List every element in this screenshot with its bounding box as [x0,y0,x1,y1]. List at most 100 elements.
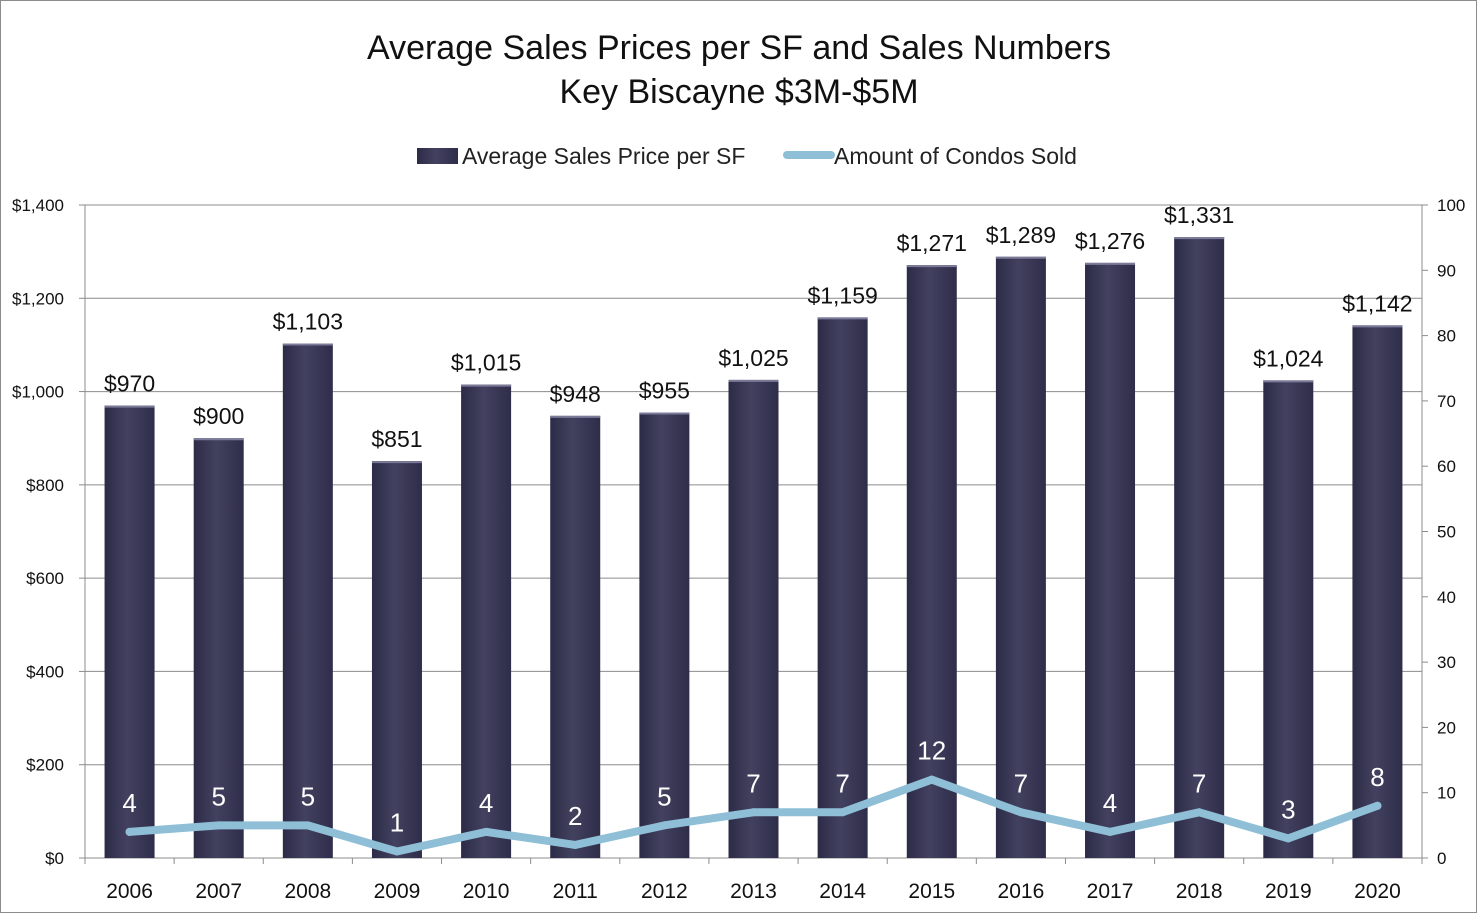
x-tick-label: 2012 [641,880,688,903]
y-left-tick-label: $1,400 [12,196,64,215]
chart-title-line-2: Key Biscayne $3M-$5M [559,73,918,111]
x-tick-label: 2011 [553,880,598,903]
condos-sold-label: 7 [746,768,760,798]
legend-label-bar: Average Sales Price per SF [462,143,745,169]
condos-sold-label: 4 [479,788,493,818]
y-left-tick-label: $1,000 [12,383,64,402]
y-left-tick-label: $800 [26,476,64,495]
chart-title: Average Sales Prices per SF and Sales Nu… [367,29,1111,111]
condos-sold-point [571,840,580,849]
x-tick-label: 2015 [908,880,955,903]
condos-sold-point [1284,834,1293,843]
bar-data-label: $955 [639,378,690,404]
y-right-tick-label: 60 [1437,457,1456,476]
y-left-tick-label: $400 [26,662,64,681]
bar [906,265,957,858]
condos-sold-point [927,775,936,784]
bar-data-label: $900 [193,403,244,429]
condos-sold-label: 2 [568,801,582,831]
legend: Average Sales Price per SF Amount of Con… [417,143,1077,169]
bar-data-label: $1,271 [897,230,967,256]
y-right-tick-label: 100 [1437,196,1465,215]
condos-sold-label: 7 [1014,768,1028,798]
condos-sold-point [482,827,491,836]
condos-sold-label: 5 [301,781,315,811]
bar-data-label: $1,024 [1253,345,1324,371]
bar-data-label: $1,142 [1342,290,1412,316]
y-right-tick-label: 10 [1437,784,1456,803]
bar-data-label: $1,025 [718,345,788,371]
condos-sold-label: 12 [917,736,946,766]
condos-sold-point [303,821,312,830]
condos-sold-label: 1 [390,807,404,837]
condos-sold-label: 5 [211,781,225,811]
x-tick-label: 2010 [463,880,510,903]
y-left-tick-label: $0 [45,849,64,868]
condos-sold-point [1195,808,1204,817]
condos-sold-point [1373,801,1382,810]
x-tick-label: 2017 [1087,880,1134,903]
condos-sold-point [838,808,847,817]
y-right-tick-label: 50 [1437,523,1456,542]
condos-sold-point [125,827,134,836]
x-tick-label: 2009 [374,880,421,903]
chart-title-line-1: Average Sales Prices per SF and Sales Nu… [367,29,1111,67]
condos-sold-label: 4 [1103,788,1117,818]
bar [1352,325,1403,858]
bar [1174,237,1225,858]
bar-data-label: $1,159 [807,282,877,308]
y-right-tick-label: 70 [1437,392,1456,411]
condos-sold-label: 3 [1281,794,1295,824]
condos-sold-label: 7 [835,768,849,798]
bar [1085,262,1136,858]
bar-data-label: $1,015 [451,350,521,376]
x-tick-label: 2018 [1176,880,1223,903]
bar [193,438,244,858]
x-tick-label: 2020 [1354,880,1401,903]
x-tick-label: 2013 [730,880,777,903]
y-right-tick-label: 20 [1437,718,1456,737]
y-right-tick-label: 40 [1437,588,1456,607]
bar [282,343,333,858]
condos-sold-point [214,821,223,830]
y-right-tick-label: 90 [1437,261,1456,280]
bar [1263,380,1314,858]
y-left-tick-label: $1,200 [12,289,64,308]
condos-sold-point [749,808,758,817]
bar [728,379,779,858]
x-tick-label: 2006 [106,880,153,903]
x-tick-label: 2007 [195,880,242,903]
bar-data-label: $948 [550,381,601,407]
legend-label-line: Amount of Condos Sold [834,143,1077,169]
bar [817,317,868,858]
x-tick-label: 2008 [284,880,331,903]
bar [639,412,690,858]
y-right-tick-label: 80 [1437,327,1456,346]
condos-sold-label: 7 [1192,768,1206,798]
bar [550,415,601,858]
plot-area: $0 $200 $400 $600 $800 $1,000 $1,200 $1,400 0 10 2… [12,196,1465,903]
y-left-tick-label: $600 [26,569,64,588]
condos-sold-label: 8 [1370,762,1384,792]
y-right-tick-label: 30 [1437,653,1456,672]
x-tick-label: 2019 [1265,880,1312,903]
y-left-tick-label: $200 [26,756,64,775]
bar-data-label: $1,276 [1075,228,1145,254]
bar [371,461,422,858]
x-tick-label: 2014 [819,880,866,903]
bar-data-label: $1,103 [273,309,343,335]
bar-data-label: $970 [104,371,155,397]
condos-sold-label: 4 [122,788,136,818]
bar-data-label: $1,289 [986,222,1056,248]
legend-swatch-bar [417,148,458,164]
bar-data-label: $1,331 [1164,202,1234,228]
bar [461,384,512,858]
condos-sold-point [1106,827,1115,836]
condos-sold-point [660,821,669,830]
x-tick-label: 2016 [998,880,1045,903]
y-right-tick-label: 0 [1437,849,1446,868]
bar [104,405,155,858]
condos-sold-point [392,847,401,856]
